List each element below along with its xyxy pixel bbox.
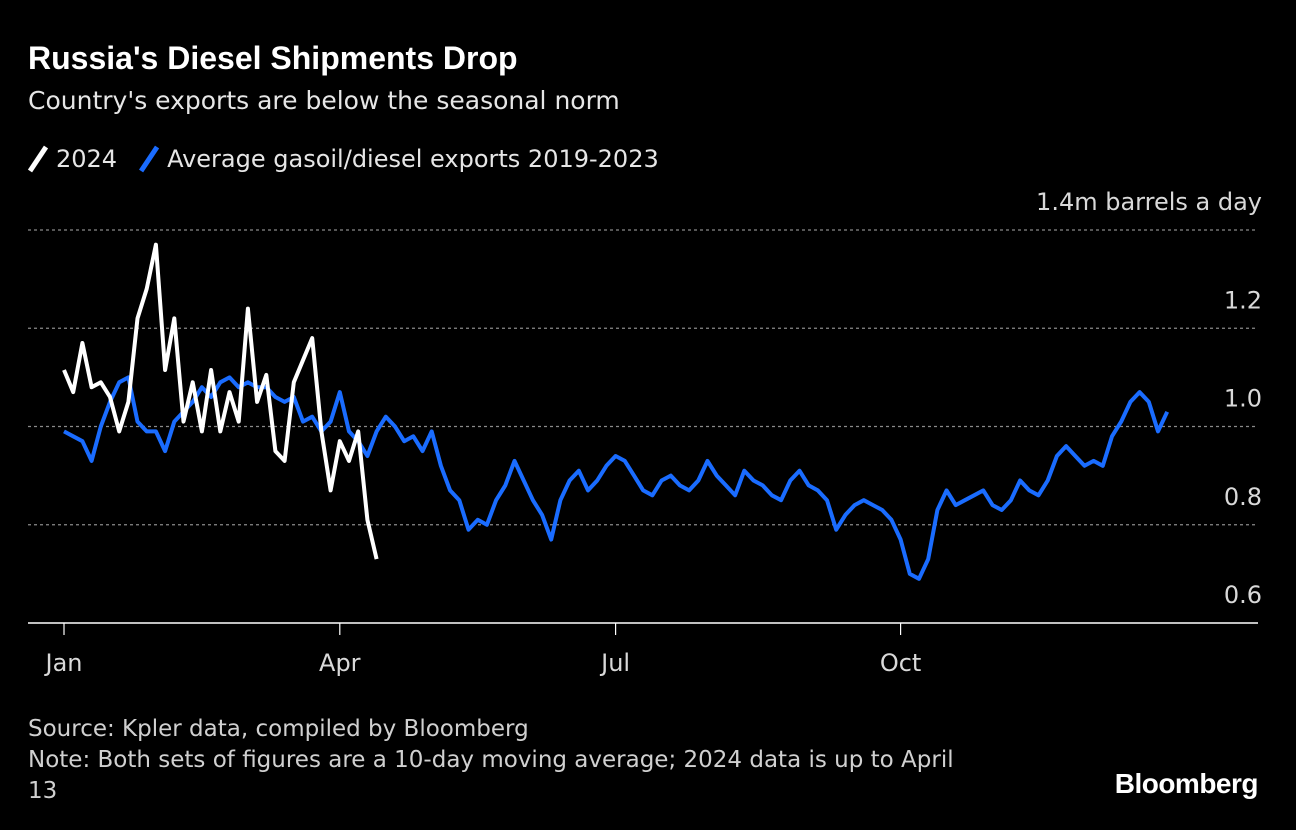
note: Note: Both sets of figures are a 10-day … (28, 747, 954, 804)
x-tick-label: Apr (319, 649, 361, 677)
legend-swatch (27, 145, 49, 173)
x-tick-label: Oct (880, 649, 922, 677)
data-line (62, 242, 379, 560)
data-line (63, 375, 1170, 581)
y-tick-label: 1.2 (1224, 286, 1262, 314)
x-tick-label: Jul (599, 649, 630, 677)
legend-swatch (138, 145, 160, 173)
y-tick-label: 0.6 (1224, 581, 1262, 609)
brand-logo: Bloomberg (1114, 768, 1259, 799)
y-tick-label: 1.4m barrels a day (1036, 188, 1262, 216)
chart-subtitle: Country's exports are below the seasonal… (28, 86, 620, 115)
footer: Source: Kpler data, compiled by Bloomber… (28, 714, 988, 807)
source: Source: Kpler data, compiled by Bloomber… (28, 716, 529, 742)
chart-title: Russia's Diesel Shipments Drop (28, 40, 518, 76)
legend-label: Average gasoil/diesel exports 2019-2023 (167, 145, 659, 173)
x-tick-label: Jan (44, 649, 83, 677)
y-tick-label: 0.8 (1224, 483, 1262, 511)
y-tick-label: 1.0 (1224, 385, 1262, 413)
legend-label: 2024 (56, 145, 117, 173)
